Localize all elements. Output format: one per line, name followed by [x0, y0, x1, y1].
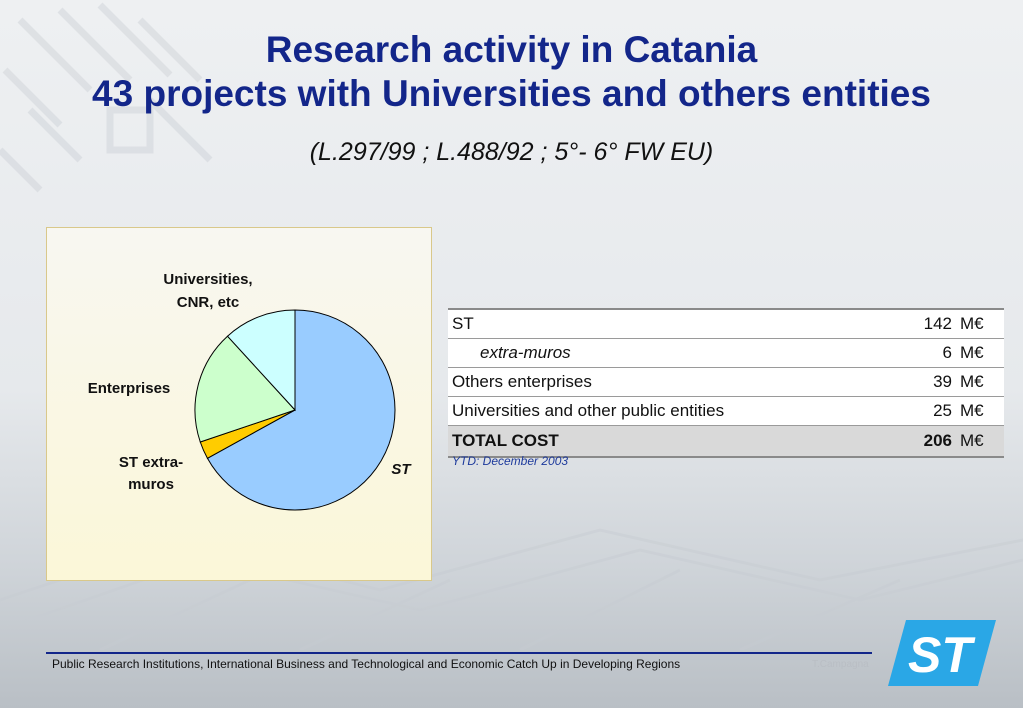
row-value: 39 [898, 367, 956, 397]
total-row: TOTAL COST 206 M€ [448, 425, 1004, 458]
title-line-1: Research activity in Catania [265, 29, 758, 70]
footer-text: Public Research Institutions, Internatio… [52, 657, 681, 671]
row-unit: M€ [956, 396, 1004, 426]
row-label: ST [448, 308, 898, 339]
pie-chart-panel: Universities, CNR, etc Enterprises ST ex… [46, 227, 432, 581]
row-unit: M€ [956, 367, 1004, 397]
row-label: extra-muros [448, 338, 898, 368]
label-universities-1: Universities, [163, 271, 252, 288]
subtitle: (L.297/99 ; L.488/92 ; 5°- 6° FW EU) [309, 138, 714, 166]
table-row: extra-muros 6 M€ [448, 338, 1004, 368]
row-unit: M€ [956, 308, 1004, 339]
pie-slice-enterprises [194, 335, 296, 443]
row-unit: M€ [956, 338, 1004, 368]
label-enterprises: Enterprises [88, 380, 171, 397]
pie-slice-st [206, 309, 396, 511]
table-row: Universities and other public entities 2… [448, 396, 1004, 426]
total-value: 206 [898, 425, 956, 458]
table-row: ST 142 M€ [448, 308, 1004, 339]
row-value: 142 [898, 308, 956, 339]
label-universities-2: CNR, etc [177, 294, 240, 311]
row-label: Others enterprises [448, 367, 898, 397]
label-st: ST [391, 461, 412, 478]
row-label: Universities and other public entities [448, 396, 898, 426]
footer-author: T.Campagna [812, 659, 869, 670]
label-st-extra-1: ST extra- [119, 454, 183, 471]
ytd-note: YTD: December 2003 [452, 454, 569, 468]
pie-chart: Universities, CNR, etc Enterprises ST ex… [88, 271, 412, 511]
circuit-decoration [0, 2, 213, 193]
label-st-extra-2: muros [128, 476, 174, 493]
row-value: 6 [898, 338, 956, 368]
pie-slice-universities-cnr-etc [226, 309, 296, 412]
cost-table: ST 142 M€ extra-muros 6 M€ Others enterp… [448, 308, 1004, 458]
table-row: Others enterprises 39 M€ [448, 367, 1004, 397]
st-logo: ST [888, 620, 996, 686]
footer-divider [46, 652, 872, 654]
svg-text:ST: ST [908, 627, 976, 683]
row-value: 25 [898, 396, 956, 426]
total-unit: M€ [956, 425, 1004, 458]
title-line-2: 43 projects with Universities and others… [92, 73, 931, 114]
total-label: TOTAL COST [448, 425, 898, 458]
